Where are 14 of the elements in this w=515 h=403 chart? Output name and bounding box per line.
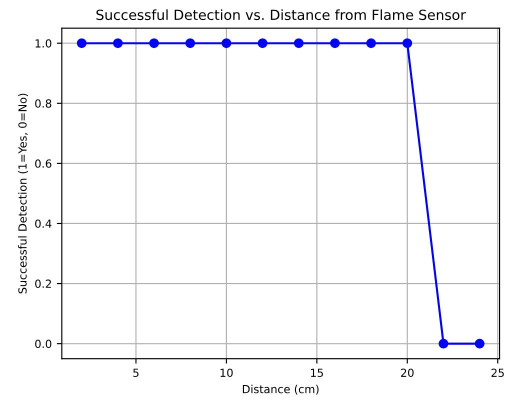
x-tick-label: 10	[220, 368, 233, 377]
y-tick-label: 0.4	[35, 219, 52, 228]
y-tick-label: 0.6	[35, 159, 52, 168]
y-tick-label: 1.0	[36, 39, 52, 48]
x-tick-label: 15	[311, 368, 323, 377]
y-tick-label: 0.0	[35, 340, 52, 348]
chart-title: Successful Detection vs. Distance from Flame Sensor	[96, 9, 466, 20]
y-tick-label: 0.2	[35, 280, 51, 288]
x-axis-title: Distance (cm)	[242, 384, 319, 395]
y-tick-label: 0.8	[35, 99, 52, 108]
x-tick-label: 20	[401, 368, 414, 377]
y-axis-title: Successful Detection (1=Yes, 0=No)	[18, 94, 28, 294]
x-tick-label: 25	[491, 368, 504, 377]
x-tick-label: 5	[133, 368, 139, 377]
